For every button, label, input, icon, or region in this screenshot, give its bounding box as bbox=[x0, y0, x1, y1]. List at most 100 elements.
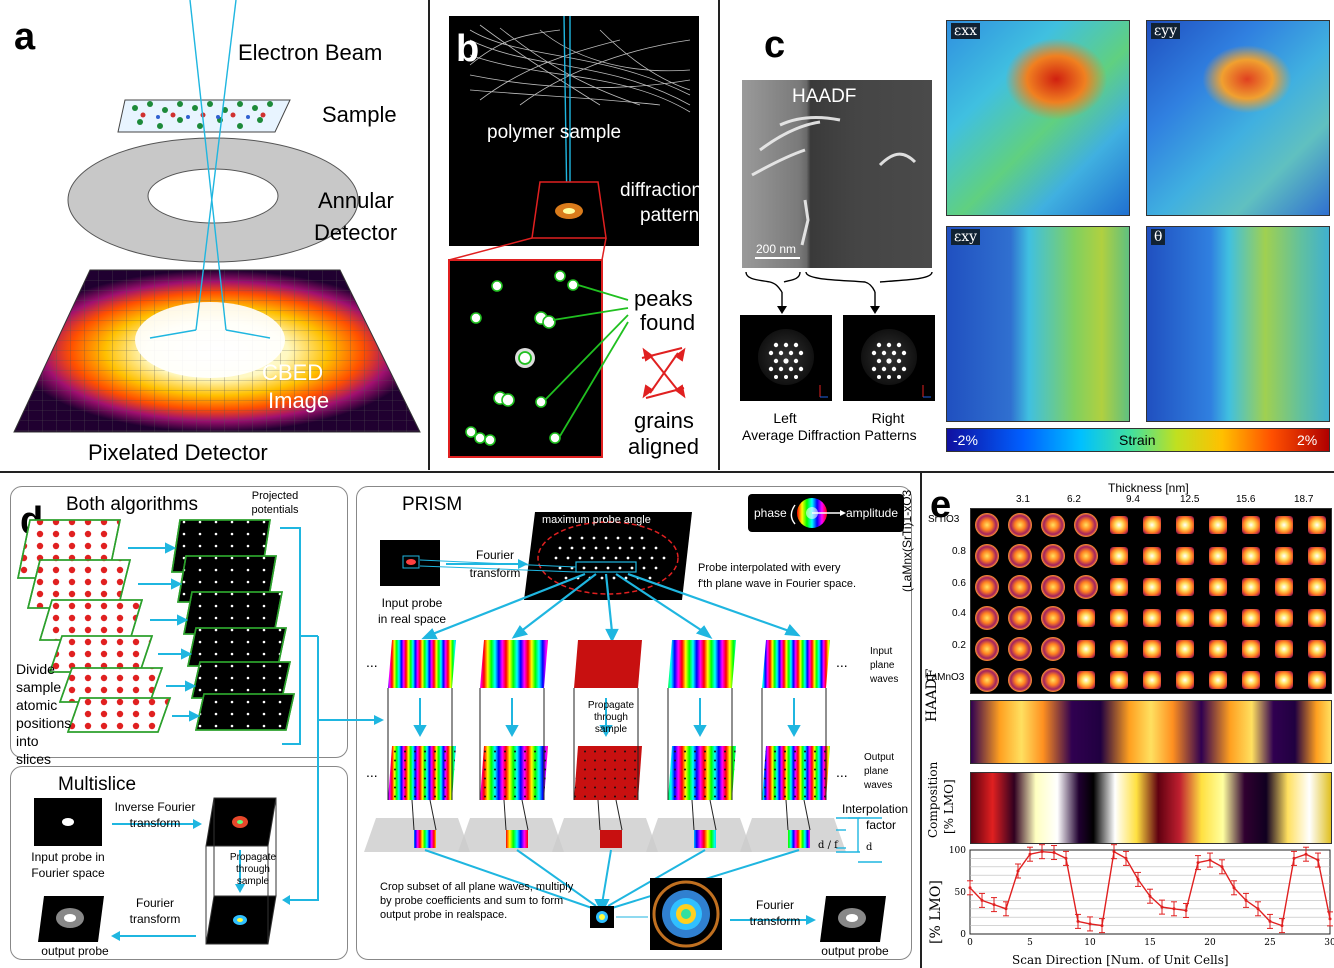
cbed-thumbnail bbox=[1241, 608, 1260, 627]
tick-thickness: 9.4 bbox=[1126, 494, 1140, 505]
chart-point bbox=[1064, 856, 1068, 860]
label-output-plane-1: Output bbox=[864, 752, 895, 763]
divider-vertical-2 bbox=[718, 0, 720, 470]
cbed-thumbnail bbox=[1208, 670, 1227, 689]
chart-point bbox=[1316, 858, 1320, 862]
cbed-thumbnail bbox=[1274, 577, 1293, 596]
cbed-thumbnail bbox=[1143, 608, 1161, 627]
label-fourier-ms-2: transform bbox=[129, 912, 181, 926]
cbed-thumbnail bbox=[1175, 577, 1194, 596]
cbed-thumbnail bbox=[975, 605, 1000, 630]
panel-label-e: e bbox=[930, 484, 952, 526]
cbed-thumbnail bbox=[1175, 608, 1194, 627]
row-label: 0.6 bbox=[952, 578, 966, 589]
ellipsis-input-right: ... bbox=[836, 654, 848, 670]
label-diffraction-1: diffraction bbox=[620, 180, 703, 201]
label-right: Right bbox=[871, 410, 905, 426]
ellipsis-output-right: ... bbox=[836, 764, 848, 780]
chart-xtick-label: 25 bbox=[1264, 938, 1276, 948]
label-output-plane-2: plane bbox=[864, 766, 889, 777]
chart-xtick-label: 0 bbox=[967, 938, 973, 948]
row-label: 0.4 bbox=[952, 608, 966, 619]
cbed-thumbnail bbox=[1110, 608, 1129, 627]
row-label: 0.2 bbox=[952, 640, 966, 651]
label-annular-2: Detector bbox=[314, 220, 398, 245]
cbed-thumbnail bbox=[1008, 667, 1033, 692]
composition-map bbox=[970, 772, 1332, 844]
chart-point bbox=[1328, 917, 1332, 921]
cbed-thumbnail bbox=[1110, 515, 1129, 534]
cbed-thumbnail bbox=[1175, 670, 1194, 689]
label-exx: εxx bbox=[951, 23, 981, 39]
label-eyy: εyy bbox=[1151, 23, 1181, 39]
tick-thickness: 3.1 bbox=[1016, 494, 1030, 505]
label-theta: θ bbox=[1151, 229, 1166, 245]
label-prism: PRISM bbox=[402, 494, 463, 515]
label-output-probe-ms: output probe bbox=[41, 944, 109, 958]
cbed-thumbnail bbox=[1241, 670, 1260, 689]
label-phase: phase bbox=[754, 506, 787, 520]
chart-ytick-label: 0 bbox=[960, 930, 966, 940]
chart-point bbox=[1040, 850, 1044, 854]
label-annular-1: Annular bbox=[318, 188, 394, 213]
chart-xtick-label: 30 bbox=[1324, 938, 1334, 948]
label-input-plane-1: Input bbox=[870, 646, 893, 657]
label-input-plane-2: plane bbox=[870, 660, 895, 671]
cbed-thumbnail bbox=[1143, 546, 1161, 565]
tick-thickness: 12.5 bbox=[1180, 494, 1200, 505]
strain-map-exy: εxy bbox=[946, 226, 1130, 422]
cbed-thumbnail bbox=[1041, 512, 1066, 537]
chart-point bbox=[1136, 877, 1140, 881]
ellipsis-input-left: ... bbox=[366, 654, 378, 670]
chart-point bbox=[1124, 856, 1128, 860]
haadf-image bbox=[742, 80, 932, 268]
cbed-thumbnail bbox=[1274, 670, 1293, 689]
label-both-algorithms: Both algorithms bbox=[66, 494, 199, 515]
chart-point bbox=[992, 903, 996, 907]
label-cbed-2: Image bbox=[268, 388, 330, 413]
tick-thickness: 6.2 bbox=[1067, 494, 1081, 505]
chart-point bbox=[1268, 919, 1272, 923]
tick-thickness: 15.6 bbox=[1236, 494, 1256, 505]
cbed-thumbnail bbox=[1175, 515, 1194, 534]
cbed-thumbnail bbox=[1041, 667, 1066, 692]
cbed-thumbnail bbox=[1143, 515, 1161, 534]
cbed-thumbnail bbox=[1307, 670, 1326, 689]
cbed-thumbnail bbox=[1110, 546, 1129, 565]
cbed-thumbnail bbox=[1110, 639, 1129, 658]
chart-point bbox=[1220, 865, 1224, 869]
label-fourier-prism-out-1: Fourier bbox=[755, 898, 794, 912]
strain-map-theta: θ bbox=[1146, 226, 1330, 422]
chart-point bbox=[1196, 861, 1200, 865]
colorbar-mid: Strain bbox=[1119, 432, 1156, 448]
label-inv-fourier-1: Inverse Fourier bbox=[114, 800, 196, 814]
cbed-thumbnail bbox=[1208, 577, 1227, 596]
electron-beam bbox=[149, 0, 271, 339]
chart-point bbox=[1172, 907, 1176, 911]
chart-point bbox=[1148, 894, 1152, 898]
label-fourier-ms-1: Fourier bbox=[135, 896, 174, 910]
chart-point bbox=[1304, 852, 1308, 856]
chart-point bbox=[1004, 907, 1008, 911]
chart-ylabel: [% LMO] bbox=[928, 880, 944, 944]
chart-xtick-label: 15 bbox=[1144, 938, 1156, 948]
chart-ytick-label: 50 bbox=[955, 888, 967, 898]
cbed-thumbnail bbox=[1008, 636, 1033, 661]
strain-map-exx: εxx bbox=[946, 20, 1130, 216]
label-peaks-2: found bbox=[640, 310, 696, 335]
label-input-probe-fourier-1: Input probe in bbox=[31, 850, 105, 864]
cbed-thumbnail bbox=[1274, 515, 1293, 534]
label-probe-interp-1: Probe interpolated with every bbox=[698, 562, 841, 574]
row-labels: SrTiO3 0.8 0.6 0.4 0.2 LaMnO3 bbox=[926, 508, 970, 694]
cbed-thumbnail bbox=[1041, 543, 1066, 568]
chart-point bbox=[1208, 858, 1212, 862]
label-interpolation-1: Interpolation bbox=[842, 802, 909, 816]
label-probe-interp-2: f'th plane wave in Fourier space. bbox=[698, 578, 857, 590]
label-divide-slices: Divide sample atomic positions into slic… bbox=[16, 661, 72, 767]
chart-point bbox=[980, 898, 984, 902]
label-composition-2: [% LMO] bbox=[942, 779, 956, 834]
strain-map-eyy: εyy bbox=[1146, 20, 1330, 216]
label-fourier-prism-out-2: transform bbox=[749, 914, 801, 928]
label-polymer-sample: polymer sample bbox=[487, 122, 622, 143]
cbed-thumbnail bbox=[1077, 639, 1096, 658]
